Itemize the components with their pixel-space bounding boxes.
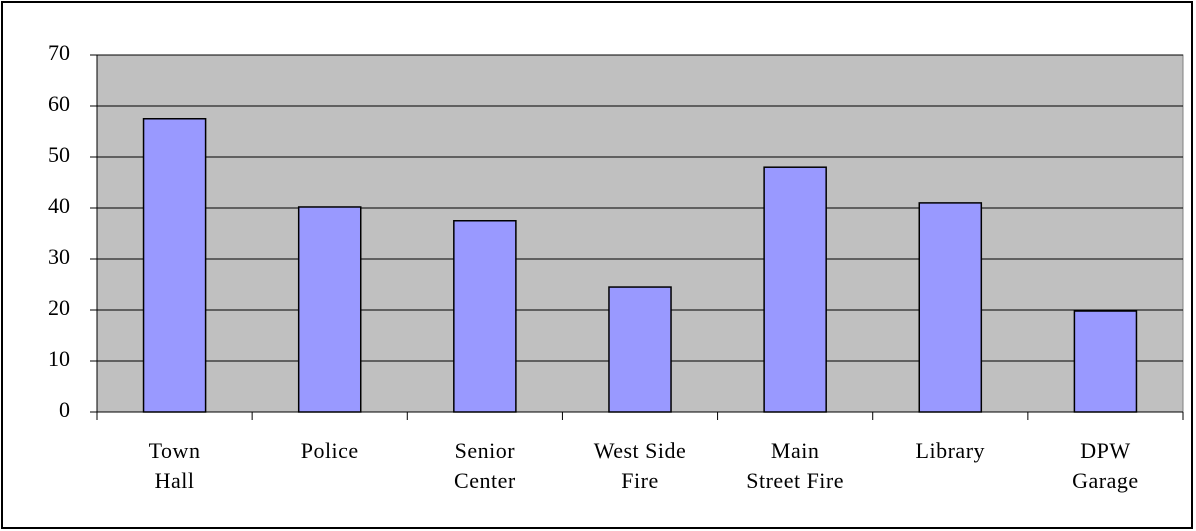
y-tick-label: 10	[48, 346, 70, 371]
bar	[608, 286, 672, 413]
x-tick-label: Senior Center	[454, 438, 516, 493]
bar	[142, 118, 207, 413]
y-tick-label: 60	[48, 91, 70, 116]
bar	[1073, 310, 1138, 413]
y-tick-label: 50	[48, 142, 70, 167]
bar	[918, 202, 983, 413]
x-tick-label: West Side Fire	[593, 438, 687, 493]
y-tick-label: 70	[48, 40, 70, 65]
y-tick-label: 30	[48, 244, 70, 269]
x-tick-label: Library	[915, 438, 986, 463]
x-tick-label: Town Hall	[148, 438, 201, 493]
y-tick-label: 40	[48, 193, 70, 218]
bar	[453, 220, 517, 413]
x-tick-label: Police	[300, 438, 359, 463]
bar	[763, 166, 827, 413]
y-tick-label: 0	[59, 397, 70, 422]
x-tick-label: DPW Garage	[1072, 438, 1139, 493]
bar	[297, 206, 362, 413]
y-tick-label: 20	[48, 295, 70, 320]
x-tick-label: Main Street Fire	[746, 438, 845, 493]
